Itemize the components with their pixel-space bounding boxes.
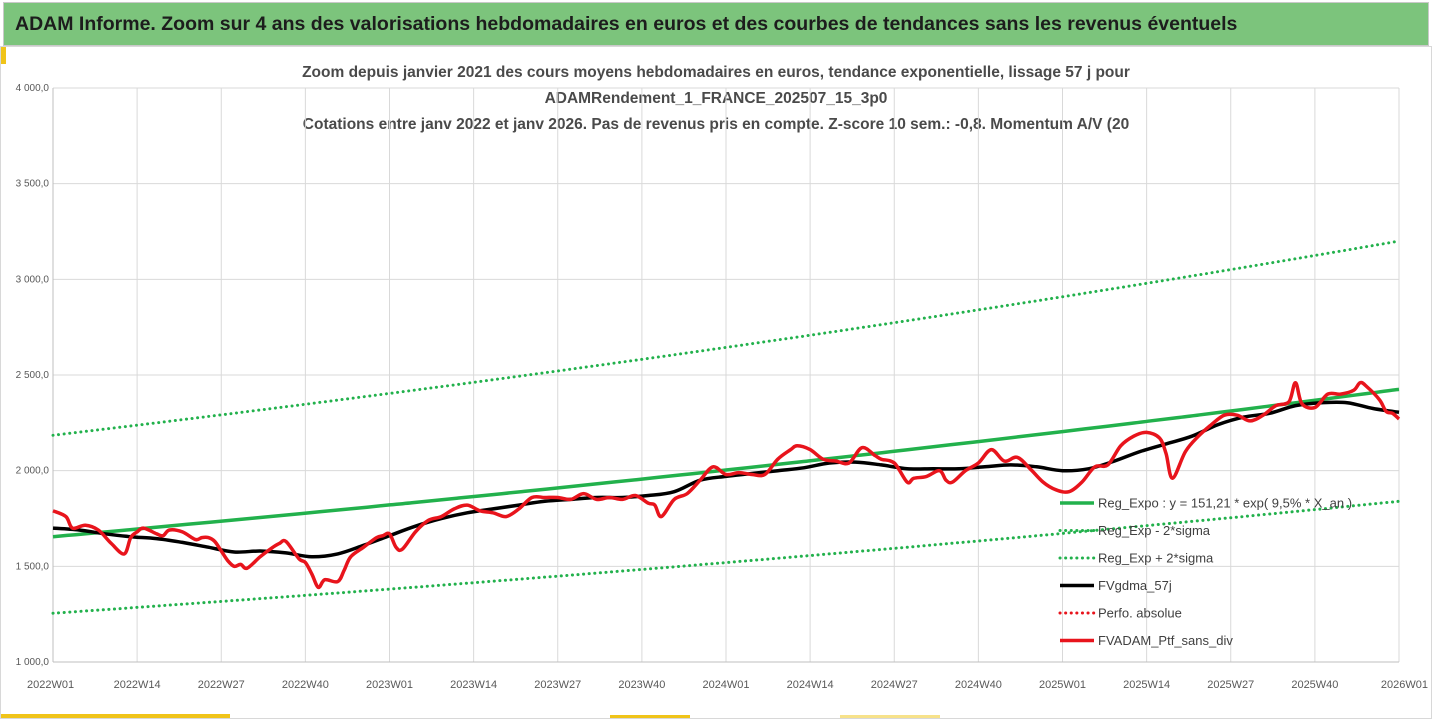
chart-title-line-1: Zoom depuis janvier 2021 des cours moyen… — [302, 64, 1130, 81]
accent-mark-bottom-mid — [610, 715, 690, 719]
legend-label: Reg_Exp + 2*sigma — [1098, 551, 1214, 566]
x-tick-label: 2024W27 — [871, 679, 918, 691]
y-tick-label: 3 500,0 — [16, 179, 50, 190]
x-tick-label: 2025W14 — [1123, 679, 1170, 691]
legend-label: Reg_Exp - 2*sigma — [1098, 523, 1211, 538]
series-reg-minus-2sigma-line — [51, 499, 1401, 615]
y-tick-label: 3 000,0 — [16, 274, 50, 285]
report-header: ADAM Informe. Zoom sur 4 ans des valoris… — [3, 2, 1429, 46]
x-tick-label: 2024W14 — [787, 679, 834, 691]
chart-title-line-3: Cotations entre janv 2022 et janv 2026. … — [302, 116, 1130, 133]
legend-label: FVADAM_Ptf_sans_div — [1098, 633, 1233, 648]
legend-label: Perfo. absolue — [1098, 606, 1182, 621]
x-tick-label: 2025W01 — [1039, 679, 1086, 691]
x-tick-label: 2023W27 — [534, 679, 581, 691]
x-tick-label: 2022W27 — [198, 679, 245, 691]
y-tick-label: 4 000,0 — [16, 83, 50, 94]
x-tick-label: 2022W01 — [27, 679, 74, 691]
accent-mark-left — [0, 46, 6, 64]
x-tick-label: 2022W14 — [114, 679, 161, 691]
series-reg-plus-2sigma-line — [51, 239, 1401, 437]
x-tick-label: 2026W01 — [1381, 679, 1428, 691]
y-tick-label: 1 000,0 — [16, 657, 50, 668]
accent-mark-bottom-left — [0, 714, 230, 719]
y-tick-label: 1 500,0 — [16, 561, 50, 572]
legend-label: FVgdma_57j — [1098, 578, 1172, 593]
series-reg-expo-line — [52, 387, 1400, 539]
x-tick-label: 2023W01 — [366, 679, 413, 691]
accent-mark-bottom-right — [840, 715, 940, 719]
series-fvadam-ptf-line — [52, 380, 1401, 590]
series-fvgdma-57j-line — [52, 400, 1400, 559]
report-header-title: ADAM Informe. Zoom sur 4 ans des valoris… — [15, 12, 1238, 35]
y-tick-label: 2 000,0 — [16, 466, 50, 477]
y-tick-label: 2 500,0 — [16, 370, 50, 381]
x-tick-label: 2023W14 — [450, 679, 497, 691]
x-tick-label: 2025W27 — [1207, 679, 1254, 691]
x-tick-label: 2025W40 — [1291, 679, 1338, 691]
x-tick-label: 2022W40 — [282, 679, 329, 691]
legend-label: Reg_Expo : y = 151,21 * exp( 9,5% * X_an… — [1098, 496, 1352, 511]
x-tick-label: 2024W01 — [702, 679, 749, 691]
chart-title-line-2: ADAMRendement_1_FRANCE_202507_15_3p0 — [544, 90, 888, 107]
x-tick-label: 2024W40 — [955, 679, 1002, 691]
x-tick-label: 2023W40 — [618, 679, 665, 691]
